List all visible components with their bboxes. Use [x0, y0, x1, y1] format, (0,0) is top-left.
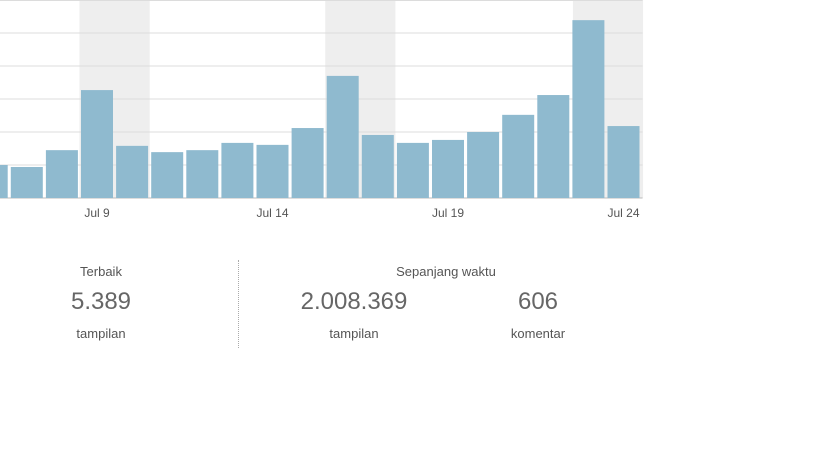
bar	[361, 134, 394, 198]
best-title: Terbaik	[80, 264, 122, 279]
bar	[0, 165, 8, 198]
bar	[607, 126, 640, 198]
alltime-comments: 606	[517, 288, 559, 315]
bar	[221, 142, 254, 198]
bar	[81, 90, 113, 198]
divider	[238, 260, 239, 348]
bar	[291, 128, 324, 198]
alltime-views: 2.008.369	[300, 288, 408, 315]
best-unit: tampilan	[76, 326, 126, 341]
chart: Jul 9 Jul 14 Jul 19 Jul 24	[0, 0, 644, 220]
bar	[256, 144, 289, 198]
bar	[502, 114, 535, 198]
bar	[467, 132, 500, 198]
x-tick-label: Jul 9	[84, 206, 110, 220]
x-tick-label: Jul 14	[256, 206, 288, 220]
bar	[186, 150, 219, 198]
best-value: 5.389	[70, 288, 132, 315]
bar	[572, 20, 605, 199]
bar	[10, 166, 43, 198]
alltime-views-unit: tampilan	[329, 326, 379, 341]
x-tick-label: Jul 24	[607, 206, 639, 220]
alltime-title: Sepanjang waktu	[396, 264, 496, 279]
bar	[151, 152, 184, 198]
bar	[432, 139, 464, 198]
bar	[326, 75, 359, 198]
alltime-comments-unit: komentar	[510, 326, 566, 341]
x-tick-label: Jul 19	[432, 206, 464, 220]
bar	[116, 145, 149, 198]
bar	[537, 95, 570, 198]
bar	[396, 142, 429, 198]
bar	[45, 150, 78, 198]
